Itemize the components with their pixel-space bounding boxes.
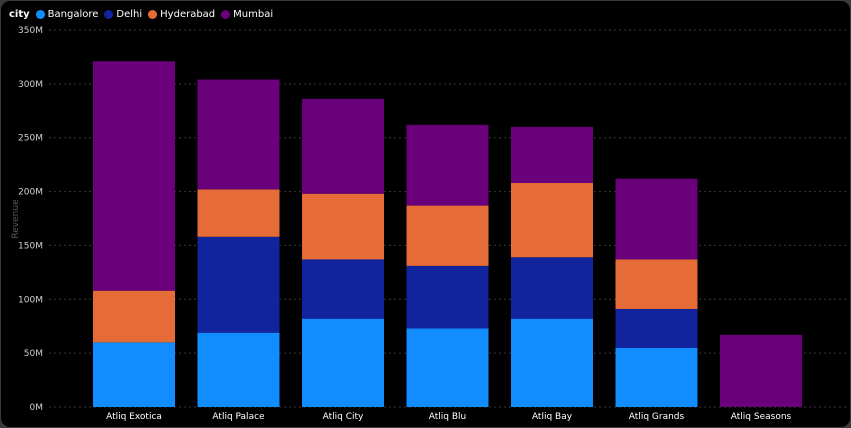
x-category-label: Atliq Palace (212, 412, 265, 422)
y-tick-label: 350M (18, 26, 43, 36)
x-axis-labels: Atliq Exotica Atliq Palace Atliq City Atliq… (106, 412, 791, 422)
bar-segment-bangalore[interactable] (406, 328, 489, 407)
bar-segment-bangalore[interactable] (511, 318, 593, 407)
y-tick-label: 0M (30, 403, 44, 413)
legend-item-hyderabad[interactable]: Hyderabad (148, 9, 215, 20)
legend: city Bangalore Delhi Hyderabad Mumbai (9, 9, 279, 20)
bars (93, 61, 802, 407)
legend-label-delhi: Delhi (116, 9, 143, 20)
x-category-label: Atliq Seasons (731, 412, 792, 422)
legend-label-bangalore: Bangalore (47, 9, 99, 20)
legend-item-mumbai[interactable]: Mumbai (221, 9, 273, 20)
legend-dot-delhi (104, 10, 114, 19)
x-category-label: Atliq City (323, 412, 364, 422)
bar-segment-mumbai[interactable] (720, 334, 802, 407)
legend-item-delhi[interactable]: Delhi (104, 9, 142, 20)
legend-dot-bangalore (35, 10, 45, 19)
y-tick-label: 200M (18, 188, 43, 198)
bar-segment-mumbai[interactable] (511, 126, 593, 183)
x-category-label: Atliq Exotica (106, 412, 162, 422)
legend-dot-hyderabad (148, 10, 158, 19)
bar-segment-delhi[interactable] (406, 265, 489, 329)
y-tick-label: 300M (18, 80, 43, 90)
bar-segment-mumbai[interactable] (406, 124, 489, 206)
y-tick-label: 100M (18, 295, 43, 305)
bar-segment-hyderabad[interactable] (615, 259, 698, 309)
bar-segment-hyderabad[interactable] (511, 182, 593, 258)
bar-segment-mumbai[interactable] (197, 79, 280, 190)
bar-segment-bangalore[interactable] (302, 318, 384, 407)
bar-segment-hyderabad[interactable] (406, 205, 489, 266)
bar-segment-mumbai[interactable] (93, 61, 175, 291)
legend-item-bangalore[interactable]: Bangalore (35, 9, 99, 20)
bar-segment-hyderabad[interactable] (302, 193, 384, 260)
bar-segment-mumbai[interactable] (302, 98, 384, 194)
y-axis-title: Revenue (11, 199, 21, 239)
bar-segment-mumbai[interactable] (615, 178, 698, 260)
bar-segment-delhi[interactable] (511, 257, 593, 319)
x-category-label: Atliq Blu (429, 412, 466, 422)
y-axis-ticks: 0M 50M 100M 150M 200M 250M 300M 350M (18, 26, 43, 413)
x-category-label: Atliq Bay (532, 412, 573, 422)
y-tick-label: 250M (18, 134, 43, 144)
y-tick-label: 150M (18, 241, 43, 251)
bar-segment-bangalore[interactable] (615, 347, 698, 407)
x-category-label: Atliq Grands (629, 412, 685, 422)
legend-label-mumbai: Mumbai (233, 9, 274, 20)
legend-label-hyderabad: Hyderabad (160, 9, 216, 20)
bar-segment-delhi[interactable] (615, 308, 698, 348)
gridlines (49, 29, 847, 408)
bar-segment-hyderabad[interactable] (197, 189, 280, 237)
y-tick-label: 50M (24, 349, 43, 359)
bar-segment-delhi[interactable] (302, 259, 384, 319)
bar-segment-bangalore[interactable] (197, 332, 280, 407)
bar-segment-hyderabad[interactable] (93, 290, 175, 343)
legend-title: city (9, 9, 30, 20)
bar-segment-bangalore[interactable] (93, 342, 175, 407)
bar-segment-delhi[interactable] (197, 236, 280, 333)
legend-dot-mumbai (221, 10, 231, 19)
